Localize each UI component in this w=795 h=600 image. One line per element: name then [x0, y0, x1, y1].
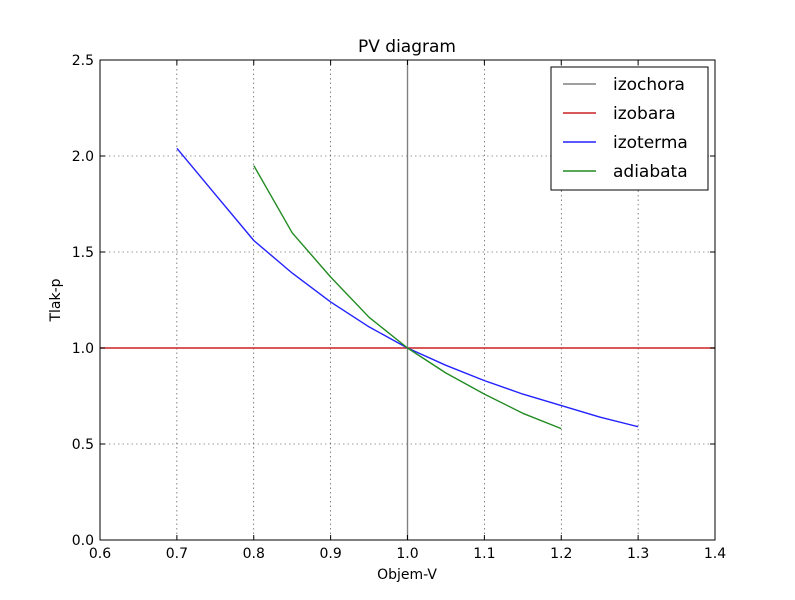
y-tick-label: 1.0: [72, 341, 94, 357]
legend-label-izobara: izobara: [613, 104, 676, 124]
legend-label-izochora: izochora: [613, 75, 685, 95]
y-tick-label: 0.5: [72, 437, 94, 453]
x-tick-label: 1.1: [473, 546, 495, 562]
x-tick-label: 0.8: [243, 546, 265, 562]
x-tick-label: 1.4: [704, 546, 726, 562]
y-tick-label: 2.5: [72, 53, 94, 69]
x-axis-label: Objem-V: [377, 567, 437, 583]
legend: izochora izobara izoterma adiabata: [550, 66, 709, 191]
x-tick-label: 1.0: [396, 546, 418, 562]
x-tick-label: 0.9: [319, 546, 341, 562]
x-tick-label: 1.3: [627, 546, 649, 562]
legend-box: [550, 66, 709, 191]
axis-ticks: [99, 59, 716, 541]
y-axis-label: Tlak-p: [48, 278, 64, 322]
x-tick-label: 0.6: [89, 546, 111, 562]
legend-label-adiabata: adiabata: [613, 162, 688, 182]
y-tick-label: 1.5: [72, 245, 94, 261]
y-tick-label: 2.0: [72, 149, 94, 165]
x-tick-label: 0.7: [166, 546, 188, 562]
x-tick-labels: 0.6 0.7 0.8 0.9 1.0 1.1 1.2 1.3 1.4: [89, 546, 726, 562]
plot-lines: [100, 60, 715, 540]
series-line-adiabata: [253, 165, 562, 430]
chart-title: PV diagram: [358, 37, 456, 57]
x-tick-label: 1.2: [550, 546, 572, 562]
y-tick-label: 0.0: [72, 533, 94, 549]
legend-label-izoterma: izoterma: [613, 133, 688, 153]
y-tick-labels: 0.0 0.5 1.0 1.5 2.0 2.5: [72, 53, 94, 549]
